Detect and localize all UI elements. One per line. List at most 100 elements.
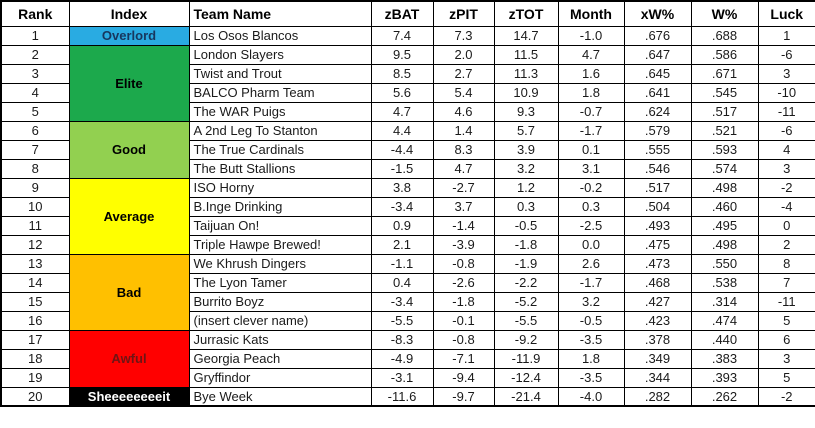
cell-month[interactable]: -1.7: [557, 120, 625, 141]
cell-w-pct[interactable]: .498: [690, 234, 759, 255]
cell-zpit[interactable]: 3.7: [432, 196, 495, 217]
cell-team-name[interactable]: We Khrush Dingers: [188, 253, 372, 274]
cell-xw-pct[interactable]: .378: [623, 329, 692, 350]
cell-rank[interactable]: 17: [0, 329, 70, 350]
cell-zpit[interactable]: 1.4: [432, 120, 495, 141]
cell-xw-pct[interactable]: .423: [623, 310, 692, 331]
cell-luck[interactable]: -2: [757, 177, 815, 198]
cell-luck[interactable]: -10: [757, 82, 815, 103]
cell-luck[interactable]: 1: [757, 25, 815, 46]
cell-zpit[interactable]: 2.7: [432, 63, 495, 84]
cell-xw-pct[interactable]: .647: [623, 44, 692, 65]
cell-ztot[interactable]: -5.5: [493, 310, 559, 331]
cell-team-name[interactable]: Los Osos Blancos: [188, 25, 372, 46]
cell-zpit[interactable]: -1.4: [432, 215, 495, 236]
cell-w-pct[interactable]: .314: [690, 291, 759, 312]
cell-team-name[interactable]: Twist and Trout: [188, 63, 372, 84]
cell-xw-pct[interactable]: .645: [623, 63, 692, 84]
cell-team-name[interactable]: London Slayers: [188, 44, 372, 65]
cell-month[interactable]: 1.8: [557, 82, 625, 103]
cell-zbat[interactable]: 4.7: [370, 101, 434, 122]
column-header-xw[interactable]: xW%: [623, 0, 692, 27]
cell-rank[interactable]: 19: [0, 367, 70, 388]
cell-month[interactable]: 1.6: [557, 63, 625, 84]
cell-team-name[interactable]: ISO Horny: [188, 177, 372, 198]
cell-w-pct[interactable]: .545: [690, 82, 759, 103]
index-tier-cell-elite[interactable]: Elite: [68, 44, 190, 122]
cell-team-name[interactable]: The Lyon Tamer: [188, 272, 372, 293]
cell-month[interactable]: 1.8: [557, 348, 625, 369]
cell-ztot[interactable]: 5.7: [493, 120, 559, 141]
cell-zbat[interactable]: 9.5: [370, 44, 434, 65]
cell-zbat[interactable]: 5.6: [370, 82, 434, 103]
cell-rank[interactable]: 20: [0, 386, 70, 407]
cell-luck[interactable]: 2: [757, 234, 815, 255]
cell-team-name[interactable]: B.Inge Drinking: [188, 196, 372, 217]
cell-zpit[interactable]: -9.7: [432, 386, 495, 407]
cell-month[interactable]: -4.0: [557, 386, 625, 407]
cell-xw-pct[interactable]: .282: [623, 386, 692, 407]
cell-zbat[interactable]: 2.1: [370, 234, 434, 255]
cell-ztot[interactable]: 9.3: [493, 101, 559, 122]
cell-zpit[interactable]: -0.8: [432, 329, 495, 350]
cell-ztot[interactable]: 14.7: [493, 25, 559, 46]
cell-ztot[interactable]: 0.3: [493, 196, 559, 217]
cell-xw-pct[interactable]: .344: [623, 367, 692, 388]
cell-zpit[interactable]: -2.6: [432, 272, 495, 293]
cell-xw-pct[interactable]: .475: [623, 234, 692, 255]
index-tier-cell-sheeeeeeeeit[interactable]: Sheeeeeeeeit: [68, 386, 190, 407]
cell-rank[interactable]: 1: [0, 25, 70, 46]
cell-zbat[interactable]: -5.5: [370, 310, 434, 331]
cell-zpit[interactable]: -0.1: [432, 310, 495, 331]
cell-zpit[interactable]: 4.7: [432, 158, 495, 179]
column-header-ztot[interactable]: zTOT: [493, 0, 559, 27]
cell-month[interactable]: 4.7: [557, 44, 625, 65]
column-header-team[interactable]: Team Name: [188, 0, 372, 27]
column-header-index[interactable]: Index: [68, 0, 190, 27]
cell-xw-pct[interactable]: .676: [623, 25, 692, 46]
cell-w-pct[interactable]: .383: [690, 348, 759, 369]
cell-month[interactable]: -0.7: [557, 101, 625, 122]
cell-month[interactable]: 0.1: [557, 139, 625, 160]
column-header-zpit[interactable]: zPIT: [432, 0, 495, 27]
cell-zpit[interactable]: 2.0: [432, 44, 495, 65]
cell-zpit[interactable]: -2.7: [432, 177, 495, 198]
cell-luck[interactable]: -11: [757, 101, 815, 122]
cell-zpit[interactable]: -7.1: [432, 348, 495, 369]
cell-rank[interactable]: 10: [0, 196, 70, 217]
index-tier-cell-good[interactable]: Good: [68, 120, 190, 179]
cell-ztot[interactable]: -0.5: [493, 215, 559, 236]
cell-ztot[interactable]: -9.2: [493, 329, 559, 350]
cell-team-name[interactable]: (insert clever name): [188, 310, 372, 331]
cell-w-pct[interactable]: .586: [690, 44, 759, 65]
cell-xw-pct[interactable]: .579: [623, 120, 692, 141]
cell-rank[interactable]: 13: [0, 253, 70, 274]
cell-xw-pct[interactable]: .555: [623, 139, 692, 160]
index-tier-cell-overlord[interactable]: Overlord: [68, 25, 190, 46]
cell-luck[interactable]: 5: [757, 367, 815, 388]
cell-zbat[interactable]: -4.4: [370, 139, 434, 160]
cell-zpit[interactable]: -0.8: [432, 253, 495, 274]
cell-w-pct[interactable]: .688: [690, 25, 759, 46]
cell-ztot[interactable]: 10.9: [493, 82, 559, 103]
cell-month[interactable]: -1.0: [557, 25, 625, 46]
cell-ztot[interactable]: 11.3: [493, 63, 559, 84]
cell-team-name[interactable]: The True Cardinals: [188, 139, 372, 160]
cell-zbat[interactable]: -8.3: [370, 329, 434, 350]
column-header-rank[interactable]: Rank: [0, 0, 70, 27]
cell-zbat[interactable]: -4.9: [370, 348, 434, 369]
index-tier-cell-average[interactable]: Average: [68, 177, 190, 255]
cell-ztot[interactable]: -5.2: [493, 291, 559, 312]
cell-rank[interactable]: 7: [0, 139, 70, 160]
cell-w-pct[interactable]: .474: [690, 310, 759, 331]
cell-luck[interactable]: -4: [757, 196, 815, 217]
cell-w-pct[interactable]: .671: [690, 63, 759, 84]
cell-zpit[interactable]: -1.8: [432, 291, 495, 312]
cell-zbat[interactable]: 0.4: [370, 272, 434, 293]
cell-ztot[interactable]: 3.2: [493, 158, 559, 179]
cell-w-pct[interactable]: .440: [690, 329, 759, 350]
cell-rank[interactable]: 4: [0, 82, 70, 103]
cell-ztot[interactable]: -2.2: [493, 272, 559, 293]
cell-team-name[interactable]: The Butt Stallions: [188, 158, 372, 179]
cell-month[interactable]: -1.7: [557, 272, 625, 293]
